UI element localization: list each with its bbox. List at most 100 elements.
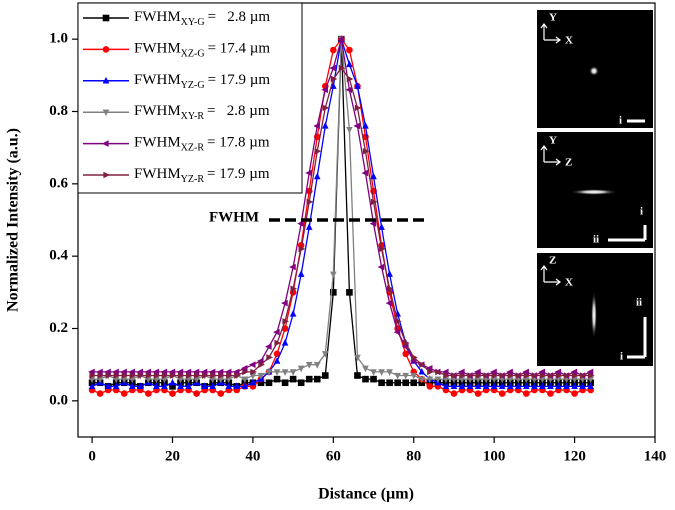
- data-point: [466, 382, 474, 390]
- data-point: [467, 372, 474, 379]
- data-point: [386, 379, 393, 387]
- data-point: [240, 364, 248, 372]
- data-point: [129, 372, 137, 379]
- legend-text: = 2.8 µm: [208, 9, 271, 25]
- data-point: [257, 372, 265, 380]
- data-point: [145, 372, 153, 379]
- legend-box: [77, 2, 303, 194]
- data-point: [450, 390, 458, 397]
- data-point: [281, 369, 289, 376]
- data-point: [474, 368, 481, 376]
- data-point: [426, 383, 434, 390]
- data-point: [587, 382, 594, 390]
- data-point: [102, 14, 110, 22]
- data-point: [563, 382, 570, 390]
- data-point: [409, 357, 417, 365]
- data-point: [273, 375, 281, 383]
- data-point: [169, 372, 177, 379]
- inset-scale-label: ii: [636, 297, 642, 309]
- data-point: [418, 376, 426, 384]
- data-point: [345, 86, 353, 94]
- inset-scale-label: i: [620, 351, 623, 363]
- data-point: [329, 64, 336, 72]
- data-point: [338, 64, 346, 72]
- data-point: [169, 390, 176, 397]
- data-point: [571, 372, 579, 379]
- data-point: [112, 368, 119, 376]
- y-tick-label: 0.0: [49, 392, 68, 408]
- data-point: [274, 339, 281, 347]
- data-point: [418, 367, 426, 375]
- legend-text: XZ-G: [181, 49, 205, 60]
- data-point: [102, 140, 109, 147]
- data-point: [248, 361, 256, 368]
- data-point: [313, 172, 321, 180]
- data-point: [297, 379, 305, 387]
- data-point: [385, 299, 393, 307]
- data-point: [547, 372, 555, 379]
- data-point: [362, 122, 369, 129]
- data-point: [322, 104, 330, 112]
- data-point: [305, 362, 313, 369]
- data-point: [458, 382, 466, 390]
- data-point: [538, 368, 546, 376]
- data-point: [281, 379, 289, 387]
- legend-text: FWHM: [134, 72, 181, 88]
- data-point: [571, 382, 578, 390]
- data-point: [306, 198, 314, 206]
- insets: Y X i Y Z i ii Z X ii i: [537, 10, 653, 366]
- data-point: [289, 369, 297, 376]
- legend-text: = 2.8 µm: [207, 104, 270, 120]
- data-point: [226, 372, 233, 379]
- data-point: [298, 245, 306, 253]
- data-point: [547, 382, 554, 390]
- data-point: [193, 390, 200, 397]
- data-point: [258, 361, 265, 368]
- legend-label: FWHMXY-G = 2.8 µm: [134, 9, 270, 28]
- data-point: [161, 382, 168, 390]
- data-point: [321, 86, 328, 94]
- data-point: [161, 372, 169, 379]
- legend-text: YZ-G: [181, 80, 205, 91]
- data-point: [192, 368, 200, 376]
- data-point: [563, 372, 571, 379]
- legend-text: FWHM: [134, 104, 181, 120]
- data-point: [337, 35, 345, 43]
- data-point: [547, 390, 554, 397]
- data-point: [458, 368, 465, 376]
- data-point: [305, 223, 313, 230]
- data-point: [250, 368, 257, 376]
- data-point: [571, 390, 578, 397]
- data-point: [321, 122, 329, 129]
- data-point: [102, 46, 110, 53]
- data-point: [168, 368, 176, 376]
- data-point: [531, 372, 539, 379]
- data-point: [370, 198, 378, 206]
- inset-axis-label: X: [565, 35, 573, 47]
- data-point: [354, 104, 362, 112]
- data-point: [209, 382, 217, 390]
- data-point: [102, 76, 110, 84]
- legend-text: = 17.9 µm: [207, 166, 270, 182]
- legend-text: = 17.4 µm: [208, 41, 271, 57]
- data-point: [113, 372, 121, 379]
- data-point: [427, 368, 434, 376]
- data-point: [232, 368, 240, 376]
- x-tick-label: 120: [563, 448, 586, 464]
- legend-text: = 17.8 µm: [207, 135, 270, 151]
- data-point: [425, 364, 433, 372]
- data-point: [378, 379, 385, 387]
- data-point: [426, 376, 434, 384]
- y-tick-label: 0.6: [49, 175, 68, 191]
- data-point: [361, 169, 369, 177]
- data-point: [498, 382, 506, 390]
- data-point: [112, 382, 120, 390]
- data-point: [539, 382, 546, 390]
- data-point: [474, 382, 482, 390]
- data-point: [346, 289, 353, 296]
- legend-text: FWHM: [134, 135, 181, 151]
- data-point: [265, 343, 272, 350]
- data-point: [145, 390, 152, 397]
- inset-axis-label: Y: [549, 12, 557, 24]
- data-point: [354, 372, 361, 379]
